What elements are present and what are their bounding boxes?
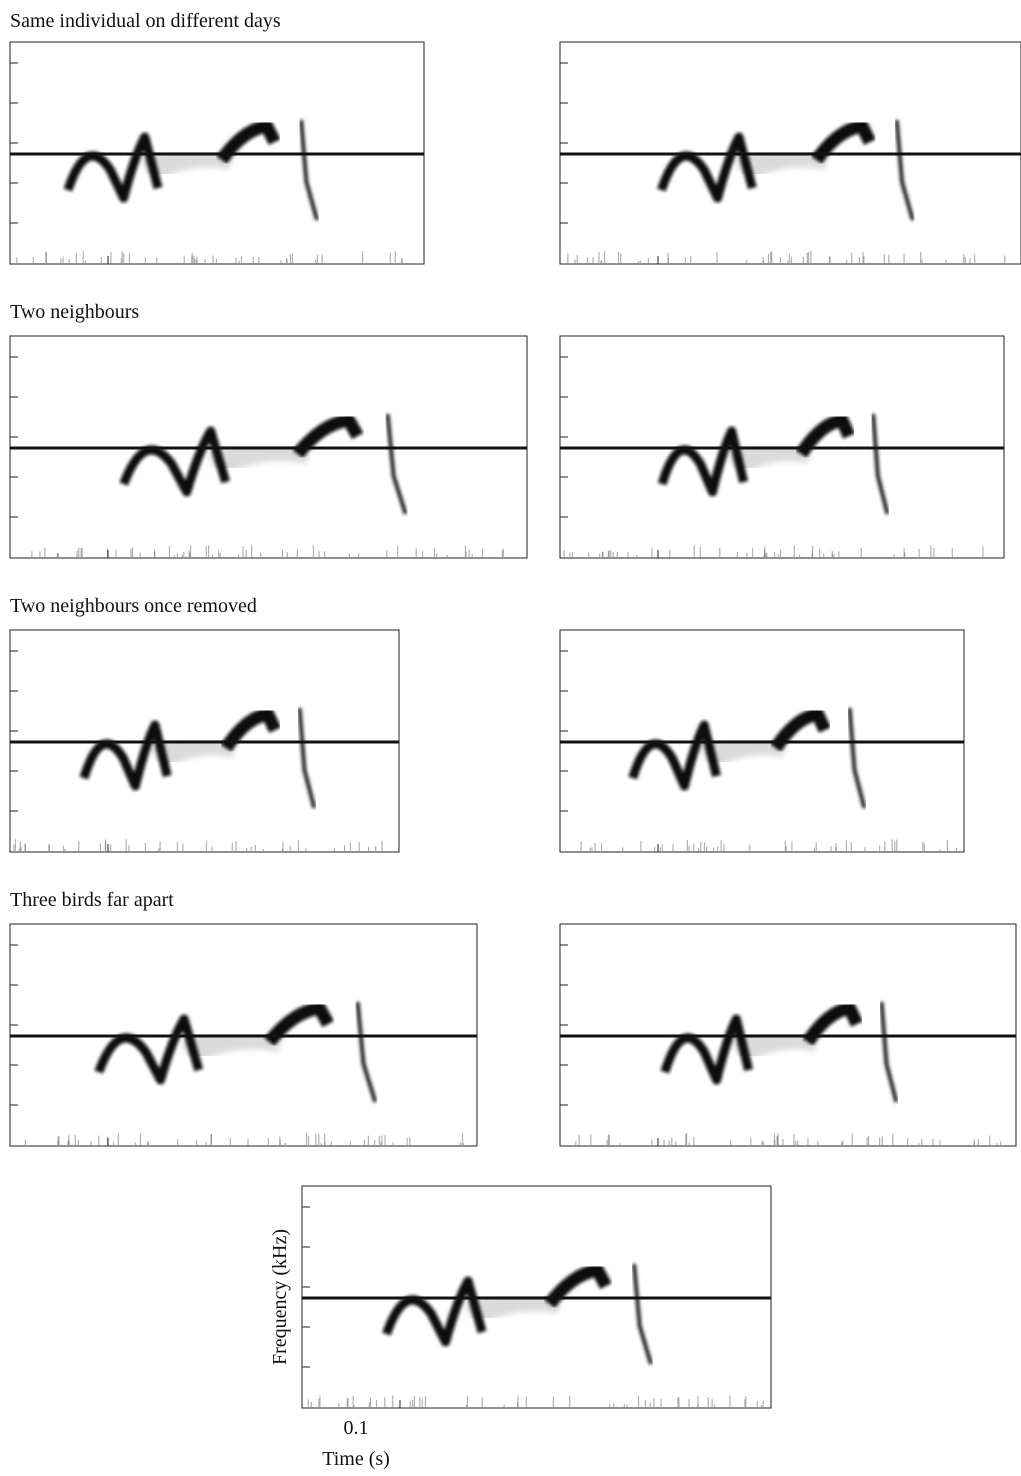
section-title: Two neighbours xyxy=(10,301,139,323)
syllable xyxy=(382,1276,487,1347)
spectrogram-panel xyxy=(9,629,400,853)
syllable xyxy=(847,707,867,809)
syllable xyxy=(79,720,172,791)
syllable xyxy=(657,132,757,203)
section-title: Same individual on different days xyxy=(10,10,281,32)
syllable xyxy=(660,1014,753,1085)
spectrogram-panel xyxy=(9,41,425,265)
syllable xyxy=(879,1001,899,1103)
syllable xyxy=(628,720,721,791)
syllable xyxy=(119,426,231,497)
spectrogram-panel xyxy=(9,923,478,1147)
spectrogram xyxy=(567,118,1006,263)
spectrogram-panel xyxy=(559,41,1021,265)
syllable xyxy=(297,707,317,809)
syllable xyxy=(63,132,163,203)
x-axis-label: Time (s) xyxy=(322,1448,390,1470)
x-tick-label: 0.1 xyxy=(344,1417,369,1439)
syllable xyxy=(632,1263,653,1365)
spectrogram-panel xyxy=(559,335,1005,559)
syllable xyxy=(657,426,749,497)
spectrogram-panel xyxy=(301,1185,772,1409)
syllable xyxy=(385,413,408,515)
syllable xyxy=(871,413,890,515)
syllable xyxy=(94,1014,204,1085)
syllable xyxy=(355,1001,378,1103)
syllable xyxy=(894,119,915,221)
spectrogram-panel xyxy=(559,923,1017,1147)
section-title: Three birds far apart xyxy=(10,889,174,911)
spectrogram-panel xyxy=(559,629,965,853)
y-axis-label: Frequency (kHz) xyxy=(269,1229,291,1365)
section-title: Two neighbours once removed xyxy=(10,595,257,617)
spectrogram-panel xyxy=(9,335,528,559)
syllable xyxy=(299,119,319,221)
